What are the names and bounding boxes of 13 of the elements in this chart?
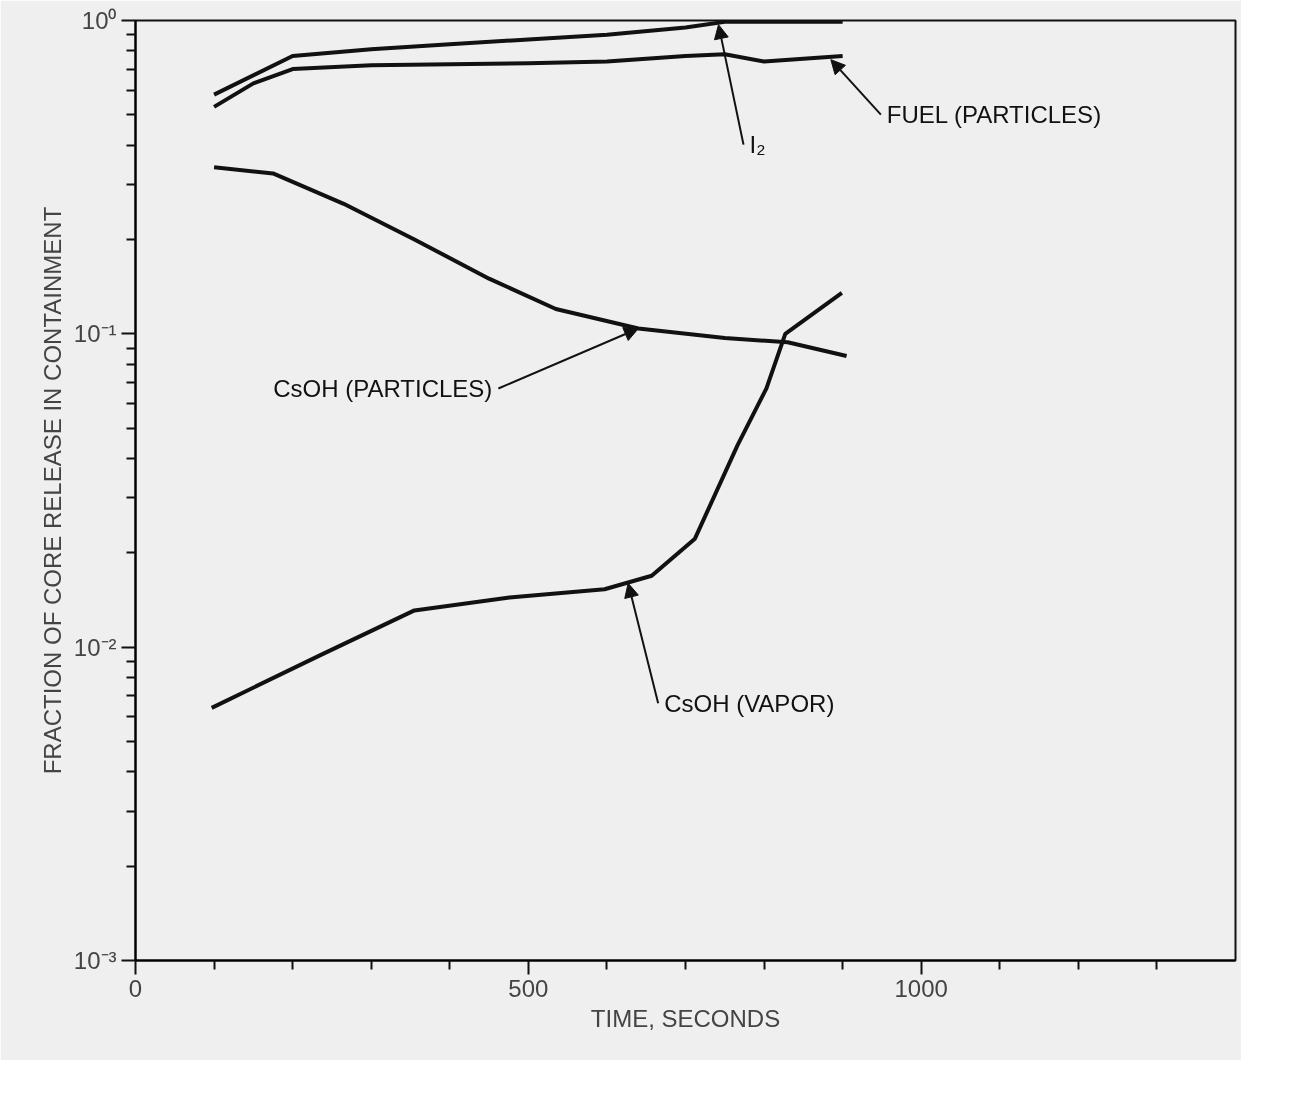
y-tick-label: 10⁻³ xyxy=(73,947,117,974)
y-axis-title: FRACTION OF CORE RELEASE IN CONTAINMENT xyxy=(38,206,66,775)
annotation: CsOH (PARTICLES) xyxy=(273,375,493,402)
y-tick-label: 10⁻¹ xyxy=(73,320,117,348)
annotation: CsOH (VAPOR) xyxy=(664,689,835,717)
x-axis-title: TIME, SECONDS xyxy=(590,1004,781,1032)
annotation: I₂ xyxy=(749,131,766,159)
x-tick-label: 0 xyxy=(128,974,143,1002)
x-tick-label: 1000 xyxy=(894,974,948,1002)
y-tick-label: 10⁻² xyxy=(73,633,117,661)
x-tick-label: 500 xyxy=(508,974,549,1002)
annotation: FUEL (PARTICLES) xyxy=(886,101,1102,129)
y-tick-label: 10⁰ xyxy=(81,7,117,34)
